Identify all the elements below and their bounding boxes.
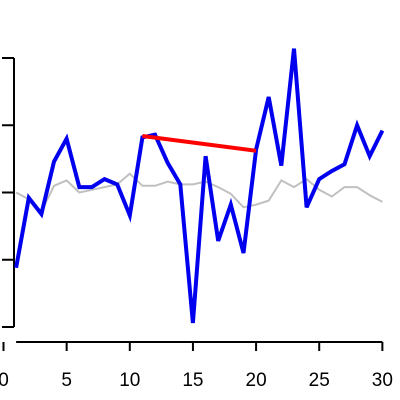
segment-line-red xyxy=(142,134,257,153)
series-line-blue xyxy=(14,48,385,324)
x-tick-label: 15 xyxy=(182,370,203,391)
x-axis: 0 5 10 15 20 25 30 xyxy=(0,341,393,391)
x-tick-label: 10 xyxy=(119,370,140,391)
series-line-grey xyxy=(15,172,383,213)
x-tick-label: 20 xyxy=(246,370,267,391)
x-tick-label: 25 xyxy=(309,370,330,391)
x-tick-label: 30 xyxy=(372,370,393,391)
series-layer xyxy=(14,48,385,324)
y-axis xyxy=(2,57,15,328)
x-tick-label: 0 xyxy=(0,370,9,391)
x-tick-label: 5 xyxy=(61,370,72,391)
